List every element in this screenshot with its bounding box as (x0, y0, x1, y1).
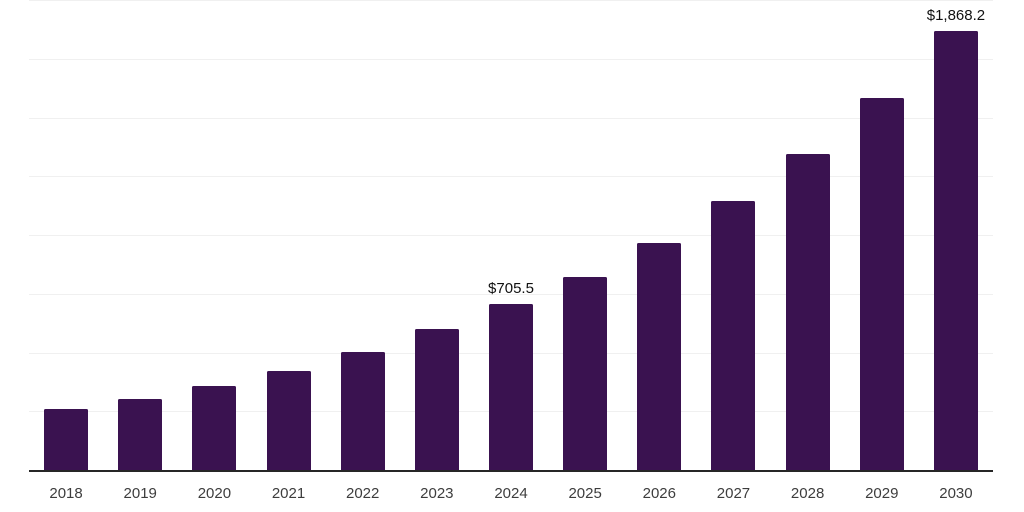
bar-2025 (563, 276, 608, 470)
value-label-2024: $705.5 (488, 280, 534, 298)
bar-2026 (637, 242, 682, 470)
gridline (29, 117, 993, 119)
bar-2029 (859, 98, 904, 470)
gridline (29, 176, 993, 178)
bar-2028 (785, 153, 830, 470)
x-tick-2022: 2022 (346, 485, 380, 502)
x-tick-2023: 2023 (420, 485, 454, 502)
bar-2020 (192, 385, 237, 470)
gridline (29, 58, 993, 60)
bar-2021 (266, 371, 311, 470)
bar-2030 (933, 30, 978, 470)
x-tick-2019: 2019 (123, 485, 157, 502)
bar-2027 (711, 200, 756, 470)
x-tick-2029: 2029 (865, 485, 899, 502)
gridline (29, 235, 993, 236)
x-tick-2021: 2021 (271, 485, 306, 502)
bar-2019 (118, 399, 163, 470)
bar-2018 (44, 409, 89, 470)
x-tick-2024: 2024 (494, 485, 528, 502)
x-axis-labels: 2018 2019 2020 2021 2022 2023 2024 2025 2026 2027… (29, 485, 993, 507)
x-tick-2018: 2018 (49, 485, 83, 502)
bar-2022 (340, 352, 385, 470)
bar-2023 (414, 329, 459, 470)
plot-area: $705.5 $1,868.2 (29, 0, 993, 472)
x-tick-2030: 2030 (939, 485, 973, 502)
x-tick-2026: 2026 (642, 485, 676, 502)
value-label-2030: $1,868.2 (926, 6, 986, 24)
x-tick-2028: 2028 (790, 485, 825, 502)
gridline (29, 0, 993, 1)
x-tick-2025: 2025 (568, 485, 602, 502)
bar-2024 (489, 304, 533, 470)
gridline (29, 293, 993, 295)
x-tick-2020: 2020 (197, 485, 232, 502)
x-tick-2027: 2027 (716, 485, 751, 502)
